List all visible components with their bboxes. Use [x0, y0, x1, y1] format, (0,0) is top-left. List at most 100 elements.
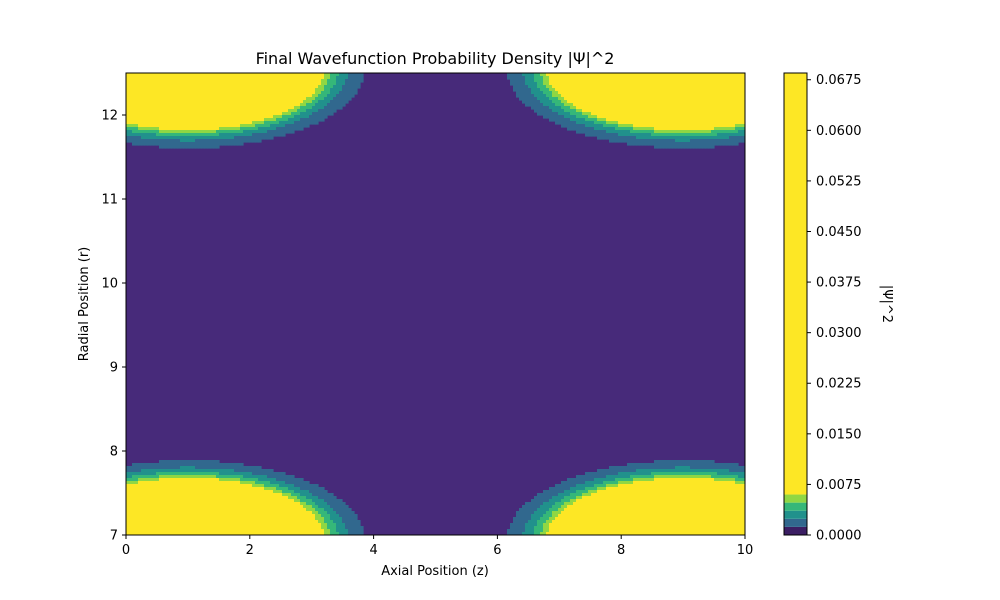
contour-cell: [696, 484, 700, 488]
contour-cell: [141, 85, 145, 89]
contour-cell: [222, 106, 226, 110]
contour-cell: [279, 133, 283, 137]
contour-cell: [558, 502, 562, 506]
contour-cell: [153, 91, 157, 95]
contour-cell: [609, 133, 613, 137]
contour-cell: [618, 466, 622, 470]
contour-cell: [738, 478, 742, 482]
contour-cell: [153, 490, 157, 494]
contour-cell: [546, 88, 550, 92]
contour-cell: [207, 142, 211, 146]
contour-cell: [573, 502, 577, 506]
contour-cell: [252, 502, 256, 506]
contour-cell: [672, 496, 676, 500]
contour-cell: [294, 493, 298, 497]
contour-cell: [714, 493, 718, 497]
contour-cell: [129, 106, 133, 110]
contour-cell: [288, 475, 292, 479]
contour-cell: [639, 106, 643, 110]
contour-cell: [339, 73, 343, 77]
contour-cell: [630, 85, 634, 89]
contour-cell: [165, 97, 169, 101]
contour-cell: [285, 88, 289, 92]
contour-cell: [717, 466, 721, 470]
contour-cell: [522, 79, 526, 83]
contour-cell: [696, 97, 700, 101]
contour-cell: [585, 103, 589, 107]
contour-cell: [129, 499, 133, 503]
contour-cell: [606, 127, 610, 131]
contour-cell: [642, 142, 646, 146]
contour-cell: [624, 121, 628, 125]
contour-cell: [717, 133, 721, 137]
contour-cell: [267, 484, 271, 488]
contour-cell: [603, 121, 607, 125]
contour-cell: [186, 73, 190, 77]
contour-cell: [150, 136, 154, 140]
contour-cell: [603, 130, 607, 134]
contour-cell: [261, 475, 265, 479]
contour-cell: [303, 118, 307, 122]
contour-cell: [669, 502, 673, 506]
contour-cell: [273, 94, 277, 98]
contour-cell: [633, 502, 637, 506]
contour-cell: [633, 121, 637, 125]
contour-cell: [726, 109, 730, 113]
contour-cell: [222, 463, 226, 467]
contour-cell: [645, 73, 649, 77]
contour-cell: [654, 121, 658, 125]
contour-cell: [693, 127, 697, 131]
contour-cell: [150, 124, 154, 128]
contour-cell: [552, 88, 556, 92]
contour-cell: [195, 136, 199, 140]
contour-cell: [150, 73, 154, 77]
contour-cell: [141, 106, 145, 110]
contour-cell: [708, 499, 712, 503]
contour-cell: [171, 124, 175, 128]
contour-cell: [585, 472, 589, 476]
contour-cell: [675, 145, 679, 149]
contour-cell: [135, 490, 139, 494]
contour-cell: [726, 118, 730, 122]
contour-cell: [594, 487, 598, 491]
contour-cell: [255, 469, 259, 473]
contour-cell: [741, 115, 745, 119]
contour-cell: [639, 91, 643, 95]
contour-cell: [132, 115, 136, 119]
contour-cell: [240, 91, 244, 95]
contour-cell: [600, 103, 604, 107]
contour-cell: [183, 466, 187, 470]
contour-cell: [267, 496, 271, 500]
contour-cell: [249, 466, 253, 470]
contour-cell: [717, 94, 721, 98]
contour-cell: [207, 85, 211, 89]
contour-cell: [138, 118, 142, 122]
contour-cell: [660, 478, 664, 482]
contour-cell: [723, 487, 727, 491]
contour-cell: [705, 82, 709, 86]
contour-cell: [297, 73, 301, 77]
contour-cell: [609, 94, 613, 98]
contour-cell: [336, 85, 340, 89]
contour-cell: [183, 469, 187, 473]
contour-cell: [669, 493, 673, 497]
contour-cell: [264, 133, 268, 137]
contour-cell: [666, 139, 670, 143]
contour-cell: [306, 487, 310, 491]
contour-cell: [198, 124, 202, 128]
contour-cell: [663, 73, 667, 77]
contour-cell: [675, 133, 679, 137]
contour-cell: [699, 481, 703, 485]
contour-cell: [174, 91, 178, 95]
contour-cell: [684, 115, 688, 119]
contour-cell: [279, 97, 283, 101]
contour-cell: [324, 97, 328, 101]
contour-cell: [606, 469, 610, 473]
contour-cell: [702, 112, 706, 116]
contour-cell: [666, 94, 670, 98]
contour-cell: [645, 142, 649, 146]
contour-cell: [219, 463, 223, 467]
contour-cell: [723, 94, 727, 98]
contour-cell: [663, 106, 667, 110]
contour-cell: [345, 97, 349, 101]
